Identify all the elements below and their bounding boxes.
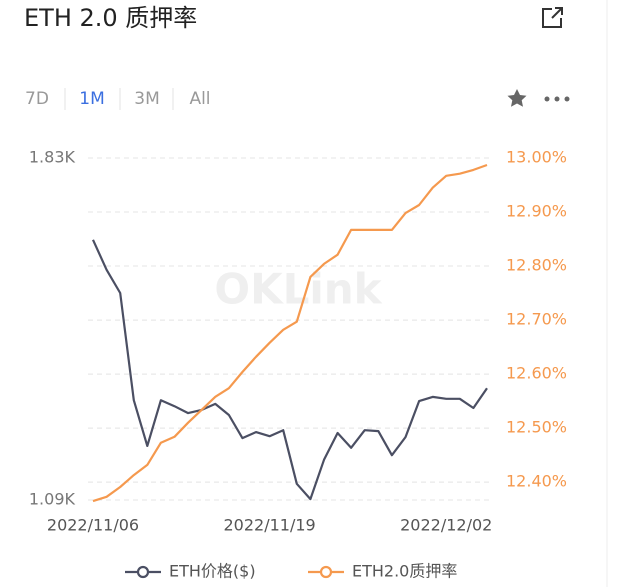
x-tick-label: 2022/11/06 [47, 516, 139, 535]
series-line [92, 163, 488, 503]
more-icon[interactable] [544, 96, 570, 102]
y-tick-label: 1.83K [29, 148, 76, 167]
range-button[interactable]: All [189, 89, 210, 109]
range-selector: 7D 1M 3M All [25, 88, 211, 110]
y2-tick-label: 12.70% [506, 310, 567, 329]
range-button[interactable]: 7D [25, 89, 49, 109]
legend-marker [136, 565, 150, 579]
series-line [91, 239, 488, 501]
y2-tick-label: 12.50% [506, 418, 567, 437]
watermark: OKLink [214, 265, 382, 314]
chart-title: ETH 2.0 质押率 [24, 4, 197, 32]
legend-marker [319, 565, 333, 579]
range-button[interactable]: 1M [79, 89, 104, 109]
range-button[interactable]: 3M [134, 89, 159, 109]
x-tick-label: 2022/11/19 [224, 516, 316, 535]
star-icon[interactable] [507, 89, 527, 107]
legend-label: ETH2.0质押率 [352, 562, 457, 581]
external-link-icon[interactable] [542, 7, 563, 28]
x-tick-label: 2022/12/02 [400, 516, 492, 535]
y2-tick-label: 12.40% [506, 472, 567, 491]
y2-tick-label: 12.80% [506, 256, 567, 275]
y2-tick-label: 12.60% [506, 364, 567, 383]
y-tick-label: 1.09K [29, 490, 76, 509]
y2-tick-label: 12.90% [506, 202, 567, 221]
y2-tick-label: 13.00% [506, 148, 567, 167]
legend-label: ETH价格($) [169, 562, 256, 581]
